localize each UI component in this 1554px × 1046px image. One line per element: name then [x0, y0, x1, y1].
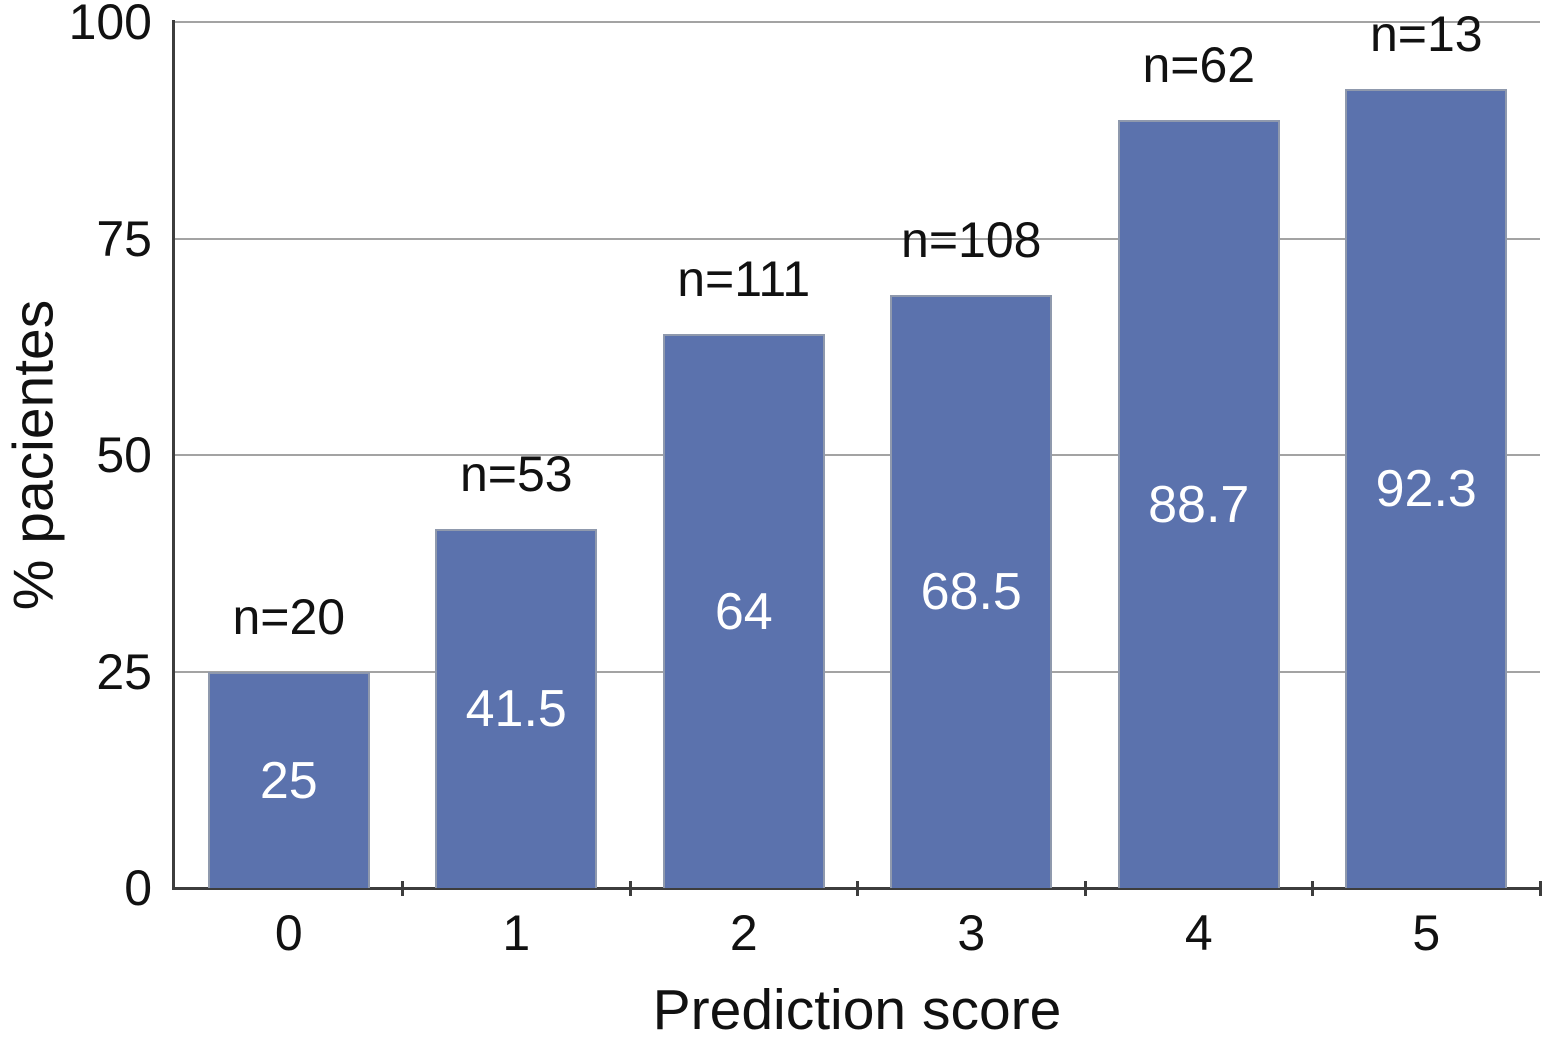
x-tick-mark — [856, 881, 859, 896]
x-tick-mark — [628, 881, 632, 896]
bar-value-label: 64 — [714, 582, 773, 641]
bar-value-label: 88.7 — [1148, 475, 1250, 534]
gridline-100 — [175, 21, 1540, 23]
x-tick-mark — [1311, 881, 1314, 896]
gridline-75 — [175, 237, 1540, 240]
x-tick-mark — [401, 881, 404, 896]
bar-n-label: n=62 — [1142, 36, 1256, 93]
x-tick-label: 5 — [1412, 905, 1441, 961]
bar-value-label: 92.3 — [1375, 460, 1477, 519]
x-tick-mark — [1538, 881, 1542, 896]
y-tick-label: 0 — [124, 860, 152, 916]
x-tick-label: 1 — [502, 905, 531, 961]
y-tick-label: 75 — [96, 210, 152, 267]
plot-area: 25 n=20 41.5 n=53 64 n=111 68.5 n=108 88.7 n=62 92… — [175, 9, 1540, 888]
x-axis-title: Prediction score — [652, 978, 1062, 1042]
bar: 64 — [662, 333, 825, 888]
bar-value-label: 25 — [259, 751, 318, 810]
bar-n-label: n=111 — [677, 250, 811, 307]
bar-n-label: n=53 — [459, 445, 573, 502]
x-tick-label: 2 — [729, 905, 758, 961]
gridline-50 — [175, 454, 1540, 456]
x-tick-mark — [1083, 881, 1087, 896]
x-tick-label: 3 — [957, 905, 986, 961]
bar-n-label: n=13 — [1369, 5, 1483, 62]
bar: 68.5 — [890, 294, 1053, 888]
y-tick-label: 50 — [96, 427, 152, 483]
bar: 88.7 — [1117, 119, 1280, 888]
bar: 41.5 — [435, 528, 598, 888]
y-axis-line — [172, 20, 175, 890]
gridline-25 — [175, 670, 1540, 673]
x-tick-label: 4 — [1184, 905, 1213, 961]
bar: 25 — [207, 671, 370, 888]
y-tick-label: 25 — [96, 643, 152, 700]
x-tick-label: 0 — [274, 905, 303, 961]
y-tick-label: 100 — [68, 0, 152, 50]
bar-n-label: n=20 — [232, 588, 346, 645]
bar: 92.3 — [1345, 88, 1508, 888]
bar-n-label: n=108 — [901, 211, 1042, 268]
bar-value-label: 41.5 — [465, 680, 567, 739]
bar-value-label: 68.5 — [920, 563, 1022, 622]
